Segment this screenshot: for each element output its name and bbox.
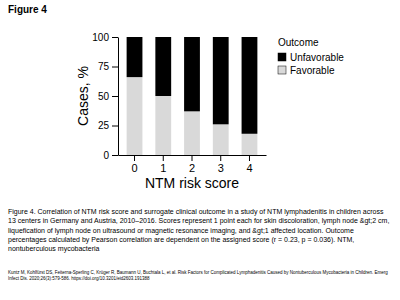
bar (155, 37, 171, 96)
y-axis-line (118, 38, 119, 156)
reference: Kuntz M, Kohlfürst DS, Feiterna-Sperling… (8, 270, 392, 281)
bar (213, 37, 229, 124)
bar (127, 77, 143, 155)
bar (155, 96, 171, 155)
y-tick-mark (112, 126, 118, 127)
x-axis: 0 1 2 3 4 (119, 155, 267, 174)
bar (242, 134, 258, 155)
y-tick-label: 75 (98, 61, 110, 72)
x-tick-mark (134, 155, 135, 161)
y-tick-mark (112, 67, 118, 68)
legend-label: Favorable (290, 65, 335, 76)
x-tick-label: 4 (246, 162, 252, 174)
x-tick: 3 (218, 155, 224, 174)
y-tick: 0 (103, 150, 118, 161)
bar (184, 111, 200, 155)
y-tick: 25 (98, 120, 118, 131)
legend-swatch (278, 53, 286, 61)
x-tick-mark (249, 155, 250, 161)
legend-label: Unfavorable (290, 52, 344, 63)
x-tick: 4 (246, 155, 252, 174)
y-tick-mark (112, 37, 118, 38)
x-tick-label: 2 (189, 162, 195, 174)
chart: Figure 4 0 25 50 75 100 0 1 2 3 4 NTM risk score Cas… (0, 0, 400, 205)
x-tick-label: 0 (131, 162, 137, 174)
y-tick: 100 (92, 32, 118, 43)
legend-swatch (278, 66, 286, 74)
y-tick: 50 (98, 91, 118, 102)
bar (184, 37, 200, 111)
bar (127, 37, 143, 77)
x-tick: 2 (189, 155, 195, 174)
x-tick-mark (163, 155, 164, 161)
x-axis-title: NTM risk score (145, 175, 239, 191)
y-tick-label: 50 (98, 91, 110, 102)
x-tick: 0 (131, 155, 137, 174)
bars (127, 37, 258, 155)
legend-title: Outcome (278, 37, 319, 48)
y-tick-mark (112, 155, 118, 156)
y-tick-label: 0 (103, 150, 109, 161)
x-tick-label: 3 (218, 162, 224, 174)
x-tick-mark (192, 155, 193, 161)
y-tick-mark (112, 96, 118, 97)
y-tick: 75 (98, 61, 118, 72)
caption: Figure 4. Correlation of NTM risk score … (8, 207, 392, 253)
title: Figure 4 (8, 4, 47, 15)
y-tick-label: 25 (98, 120, 110, 131)
y-axis-title: Cases, % (75, 66, 91, 126)
x-tick: 1 (160, 155, 166, 174)
bar (242, 37, 258, 134)
legend: Outcome Unfavorable Favorable (278, 37, 344, 76)
x-tick-mark (220, 155, 221, 161)
y-axis: 0 25 50 75 100 (92, 32, 118, 161)
x-tick-label: 1 (160, 162, 166, 174)
bar (213, 124, 229, 155)
y-tick-label: 100 (92, 32, 109, 43)
